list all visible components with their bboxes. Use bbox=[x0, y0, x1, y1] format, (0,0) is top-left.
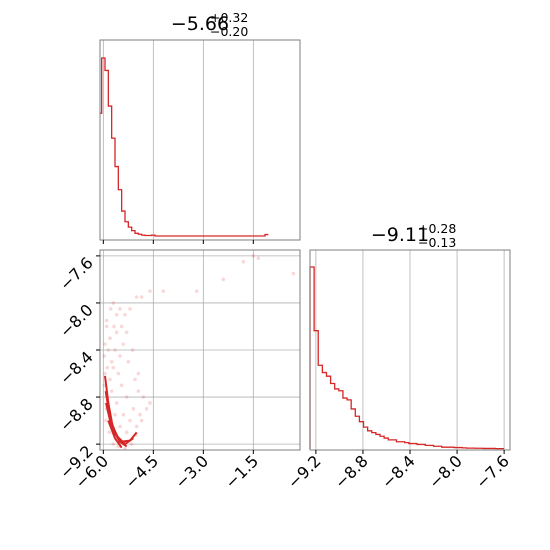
bottom-left-ytick-label-4: −7.6 bbox=[56, 253, 97, 294]
scatter-point-24 bbox=[138, 412, 142, 417]
bottom-left-ytick-label-3: −8.0 bbox=[56, 300, 97, 341]
scatter-point-61 bbox=[119, 324, 124, 329]
scatter-point-25 bbox=[144, 407, 149, 411]
scatter-point-43 bbox=[113, 412, 117, 417]
scatter-point-60 bbox=[118, 354, 122, 358]
contour-line-2 bbox=[105, 402, 128, 448]
grid-bottom-right bbox=[315, 250, 505, 450]
title-top-left-value: −5.66 bbox=[171, 13, 229, 35]
scatter-point-17 bbox=[103, 342, 107, 346]
scatter-point-0 bbox=[111, 301, 116, 305]
bottom-right-xtick-label-0: −9.2 bbox=[284, 451, 325, 492]
scatter-point-37 bbox=[111, 442, 116, 446]
scatter-point-10 bbox=[221, 277, 226, 282]
scatter-point-2 bbox=[118, 307, 122, 311]
scatter-point-21 bbox=[119, 383, 124, 388]
histogram-panel-bottom-right: −9.2 −8.8 −8.4 −8.0 −7.6 −9.11 +0.28 −0.13 bbox=[284, 221, 513, 492]
bottom-right-xtick-label-4: −7.6 bbox=[472, 451, 513, 492]
scatter-points bbox=[102, 254, 296, 451]
scatter-contour-panel: −6.0 −4.5 −3.0 −1.5 −9.2−8.8−8.4−8.0−7.6 bbox=[56, 249, 301, 492]
scatter-point-16 bbox=[108, 336, 112, 341]
scatter-point-8 bbox=[161, 289, 166, 293]
histogram-step-bottom-right bbox=[309, 266, 505, 450]
x-ticks-bottom-right: −9.2 −8.8 −8.4 −8.0 −7.6 bbox=[284, 450, 513, 492]
scatter-point-52 bbox=[114, 401, 119, 405]
scatter-point-12 bbox=[251, 254, 256, 258]
bottom-left-xtick-label-2: −3.0 bbox=[171, 451, 212, 492]
bottom-right-xtick-label-3: −8.0 bbox=[425, 451, 466, 492]
scatter-point-45 bbox=[124, 430, 129, 435]
scatter-point-48 bbox=[112, 324, 116, 329]
title-bottom-right-upper: +0.28 bbox=[418, 221, 456, 236]
scatter-point-47 bbox=[108, 307, 113, 311]
scatter-point-56 bbox=[139, 418, 144, 423]
scatter-point-34 bbox=[141, 395, 146, 399]
title-top-left-upper: +0.32 bbox=[210, 10, 248, 25]
scatter-point-7 bbox=[148, 289, 152, 293]
x-ticks-bottom-left: −6.0 −4.5 −3.0 −1.5 bbox=[71, 450, 262, 492]
contour-lines bbox=[104, 375, 138, 449]
x-ticks-top-left bbox=[102, 240, 254, 244]
axes-frame-top-left bbox=[99, 39, 301, 241]
scatter-point-54 bbox=[128, 418, 132, 423]
scatter-point-18 bbox=[109, 359, 114, 364]
grid-bottom-left bbox=[100, 250, 300, 450]
title-bottom-right-lower: −0.13 bbox=[418, 235, 456, 250]
scatter-point-6 bbox=[139, 295, 144, 299]
bottom-left-xtick-label-3: −1.5 bbox=[221, 451, 262, 492]
scatter-point-50 bbox=[103, 371, 107, 376]
scatter-point-15 bbox=[104, 324, 109, 329]
scatter-point-4 bbox=[128, 307, 132, 311]
contour-line-3 bbox=[107, 420, 123, 449]
scatter-point-29 bbox=[114, 330, 119, 335]
scatter-point-55 bbox=[134, 424, 139, 429]
scatter-point-58 bbox=[108, 377, 112, 382]
bottom-right-xtick-label-2: −8.4 bbox=[378, 451, 419, 492]
bottom-left-ytick-label-1: −8.8 bbox=[56, 394, 97, 435]
scatter-point-19 bbox=[113, 348, 117, 352]
title-top-left: −5.66 bbox=[171, 13, 229, 35]
scatter-point-46 bbox=[104, 318, 109, 323]
scatter-point-32 bbox=[133, 377, 137, 382]
scatter-point-64 bbox=[136, 371, 141, 376]
y-ticks-bottom-left: −9.2−8.8−8.4−8.0−7.6 bbox=[56, 253, 100, 482]
scatter-point-49 bbox=[106, 348, 111, 352]
title-bottom-right: −9.11 bbox=[371, 224, 429, 246]
scatter-point-36 bbox=[107, 430, 112, 435]
scatter-point-44 bbox=[118, 424, 122, 429]
title-top-left-lower: −0.20 bbox=[210, 24, 248, 39]
scatter-point-13 bbox=[256, 256, 261, 261]
scatter-point-31 bbox=[126, 359, 131, 364]
scatter-point-22 bbox=[124, 395, 129, 399]
scatter-point-30 bbox=[121, 342, 126, 346]
scatter-point-51 bbox=[109, 389, 114, 393]
scatter-point-9 bbox=[194, 289, 199, 293]
histogram-panel-top-left: −5.66 +0.32 −0.20 bbox=[99, 10, 301, 244]
scatter-point-53 bbox=[121, 412, 126, 417]
histogram-step-top-left bbox=[100, 57, 269, 237]
bottom-left-xtick-label-1: −4.5 bbox=[121, 451, 162, 492]
title-bottom-right-value: −9.11 bbox=[371, 224, 429, 246]
scatter-point-26 bbox=[148, 401, 152, 405]
scatter-point-14 bbox=[291, 271, 296, 276]
scatter-point-3 bbox=[123, 312, 127, 317]
scatter-point-35 bbox=[104, 418, 108, 423]
scatter-point-11 bbox=[241, 259, 246, 264]
scatter-point-63 bbox=[130, 348, 135, 352]
bottom-left-ytick-label-2: −8.4 bbox=[56, 347, 97, 388]
scatter-point-27 bbox=[102, 354, 107, 358]
scatter-point-62 bbox=[124, 330, 129, 335]
grid-top-left bbox=[102, 40, 254, 240]
scatter-point-33 bbox=[136, 389, 141, 393]
scatter-point-20 bbox=[116, 371, 121, 376]
scatter-point-23 bbox=[131, 407, 136, 411]
scatter-point-59 bbox=[111, 365, 116, 370]
bottom-right-xtick-label-1: −8.8 bbox=[331, 451, 372, 492]
scatter-point-5 bbox=[134, 295, 139, 299]
scatter-point-40 bbox=[129, 442, 134, 446]
scatter-point-1 bbox=[114, 312, 119, 317]
scatter-point-28 bbox=[105, 365, 110, 370]
